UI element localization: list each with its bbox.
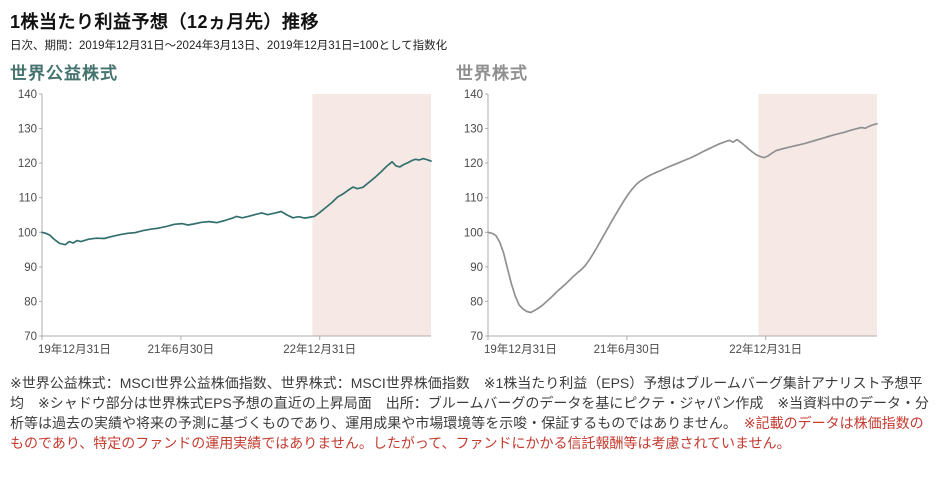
y-tick-label: 100	[18, 227, 37, 239]
y-tick-label: 70	[470, 331, 483, 343]
world-equities-line	[487, 122, 878, 314]
shadow-region	[312, 94, 431, 336]
footnote-black: ※世界公益株式：MSCI世界公益株価指数、世界株式：MSCI世界株価指数 ※1株…	[10, 375, 930, 431]
footnote-red: ※記載のデータは株価指数のものであり、特定のファンドの運用実績ではありません。し…	[10, 414, 924, 451]
x-tick-label: 19年12月31日	[38, 342, 111, 356]
y-tick-label: 90	[24, 262, 37, 274]
world-equities-chart: 70 80 90 100 110 120 130 140 19年12月31日 21年6月30日 22…	[464, 89, 878, 356]
chart-panel-world-equities: 世界株式 70 80 90 100 110 120 130 140 19年12月31日 21年6月…	[456, 59, 886, 364]
y-tick-label: 110	[465, 193, 483, 205]
footnotes: ※世界公益株式：MSCI世界公益株価指数、世界株式：MSCI世界株価指数 ※1株…	[10, 374, 932, 454]
y-tick-label: 80	[24, 296, 37, 308]
page-subtitle: 日次、期間：2019年12月31日～2024年3月13日、2019年12月31日…	[10, 40, 448, 52]
y-tick-label: 70	[24, 331, 37, 343]
y-tick-label: 140	[18, 89, 37, 101]
y-tick-label: 130	[18, 124, 37, 136]
x-tick-label: 22年12月31日	[283, 342, 356, 356]
y-tick-label: 140	[464, 89, 483, 101]
y-tick-label: 120	[18, 158, 37, 170]
chart-title-world-equities: 世界株式	[456, 64, 528, 83]
y-tick-label: 110	[19, 193, 37, 205]
y-tick-label: 100	[464, 227, 483, 239]
x-tick-label: 21年6月30日	[594, 342, 660, 356]
y-tick-label: 130	[464, 124, 483, 136]
x-tick-label: 21年6月30日	[148, 342, 214, 356]
page-title: 1株当たり利益予想（12ヵ月先）推移	[10, 12, 320, 32]
chart-panel-world-utilities: 世界公益株式 70 80 90 100 110 120 130 140 19年12月31日 21年…	[10, 59, 440, 364]
y-tick-label: 90	[470, 262, 483, 274]
x-tick-label: 22年12月31日	[729, 342, 802, 356]
shadow-region	[758, 94, 877, 336]
chart-title-world-utilities: 世界公益株式	[10, 64, 118, 83]
x-tick-label: 19年12月31日	[484, 342, 557, 356]
y-tick-label: 80	[470, 296, 483, 308]
y-tick-label: 120	[464, 158, 483, 170]
world-utilities-chart: 70 80 90 100 110 120 130 140 19年12月31日 21年6月30日 22…	[18, 89, 432, 356]
world-utilities-equities-line	[41, 157, 432, 246]
charts-row: 世界公益株式 70 80 90 100 110 120 130 140 19年12月31日 21年…	[10, 59, 934, 364]
